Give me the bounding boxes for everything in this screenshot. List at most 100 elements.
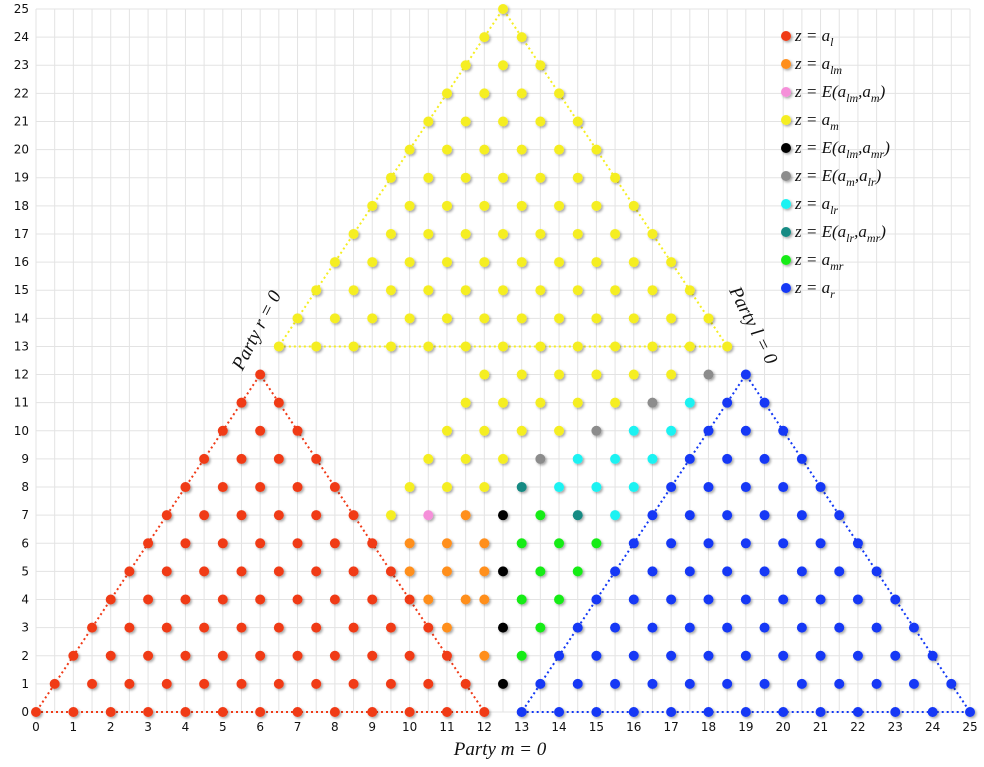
point-am xyxy=(423,116,434,127)
point-E_alm_amr xyxy=(498,622,508,633)
point-E_alm_amr xyxy=(498,678,508,689)
point-am xyxy=(591,200,602,211)
point-am xyxy=(385,510,396,521)
point-ar xyxy=(647,622,658,633)
point-am xyxy=(703,313,714,324)
point-al xyxy=(273,622,284,633)
x-tick-label: 3 xyxy=(144,720,152,734)
point-alm xyxy=(404,566,415,577)
legend-marker xyxy=(781,115,791,125)
point-alm xyxy=(404,538,415,549)
legend-marker xyxy=(781,255,791,265)
point-al xyxy=(460,678,471,689)
point-am xyxy=(516,32,527,43)
point-al xyxy=(292,650,303,661)
point-al xyxy=(217,538,228,549)
point-ar xyxy=(684,678,695,689)
point-alm xyxy=(441,622,452,633)
point-alr xyxy=(572,453,583,464)
point-al xyxy=(143,594,154,605)
point-am xyxy=(423,341,434,352)
point-am xyxy=(610,397,621,408)
point-am xyxy=(498,341,508,352)
y-tick-label: 13 xyxy=(14,339,29,353)
point-am xyxy=(722,341,733,352)
point-ar xyxy=(516,707,527,717)
point-am xyxy=(479,32,490,43)
legend-marker xyxy=(781,143,791,153)
point-am xyxy=(441,257,452,268)
point-am xyxy=(479,144,490,155)
x-tick-label: 0 xyxy=(32,720,40,734)
point-ar xyxy=(740,594,751,605)
point-al xyxy=(87,622,98,633)
point-am xyxy=(404,482,415,493)
point-ar xyxy=(740,650,751,661)
point-ar xyxy=(628,594,639,605)
point-am xyxy=(516,369,527,380)
point-alm xyxy=(479,566,490,577)
point-al xyxy=(105,650,116,661)
point-ar xyxy=(591,650,602,661)
point-amr xyxy=(572,566,583,577)
point-am xyxy=(498,116,508,127)
point-al xyxy=(236,622,247,633)
point-am xyxy=(572,285,583,296)
point-al xyxy=(49,678,60,689)
y-tick-label: 1 xyxy=(21,677,29,691)
point-alr xyxy=(684,397,695,408)
point-am xyxy=(610,228,621,239)
point-ar xyxy=(572,678,583,689)
point-am xyxy=(460,228,471,239)
point-al xyxy=(329,650,340,661)
point-al xyxy=(255,650,266,661)
point-ar xyxy=(684,566,695,577)
point-am xyxy=(385,285,396,296)
point-alm xyxy=(479,650,490,661)
point-am xyxy=(554,144,565,155)
x-tick-label: 1 xyxy=(70,720,78,734)
point-am xyxy=(460,341,471,352)
point-am xyxy=(535,228,546,239)
point-ar xyxy=(815,594,826,605)
point-ar xyxy=(684,510,695,521)
legend-marker xyxy=(781,199,791,209)
x-tick-label: 23 xyxy=(888,720,903,734)
point-ar xyxy=(834,622,845,633)
point-al xyxy=(292,482,303,493)
point-ar xyxy=(703,482,714,493)
legend-marker xyxy=(781,59,791,69)
point-al xyxy=(217,594,228,605)
point-al xyxy=(161,622,172,633)
point-am xyxy=(666,369,677,380)
point-al xyxy=(180,650,191,661)
point-am xyxy=(441,144,452,155)
point-ar xyxy=(890,650,901,661)
point-al xyxy=(348,622,359,633)
point-al xyxy=(87,678,98,689)
x-tick-label: 15 xyxy=(589,720,604,734)
point-ar xyxy=(778,707,789,717)
point-ar xyxy=(740,369,751,380)
point-al xyxy=(311,678,322,689)
point-am xyxy=(479,425,490,436)
y-tick-label: 9 xyxy=(21,452,29,466)
y-tick-label: 11 xyxy=(14,396,29,410)
y-tick-label: 15 xyxy=(14,283,29,297)
point-am xyxy=(479,482,490,493)
point-am xyxy=(385,172,396,183)
point-ar xyxy=(908,622,919,633)
y-tick-label: 17 xyxy=(14,227,29,241)
point-am xyxy=(554,257,565,268)
y-tick-label: 6 xyxy=(21,536,29,550)
point-ar xyxy=(852,594,863,605)
point-alr xyxy=(628,482,639,493)
point-al xyxy=(217,425,228,436)
x-tick-label: 19 xyxy=(738,720,753,734)
point-ar xyxy=(927,650,938,661)
point-am xyxy=(498,4,508,14)
point-am xyxy=(684,341,695,352)
point-am xyxy=(535,116,546,127)
point-amr xyxy=(554,538,565,549)
